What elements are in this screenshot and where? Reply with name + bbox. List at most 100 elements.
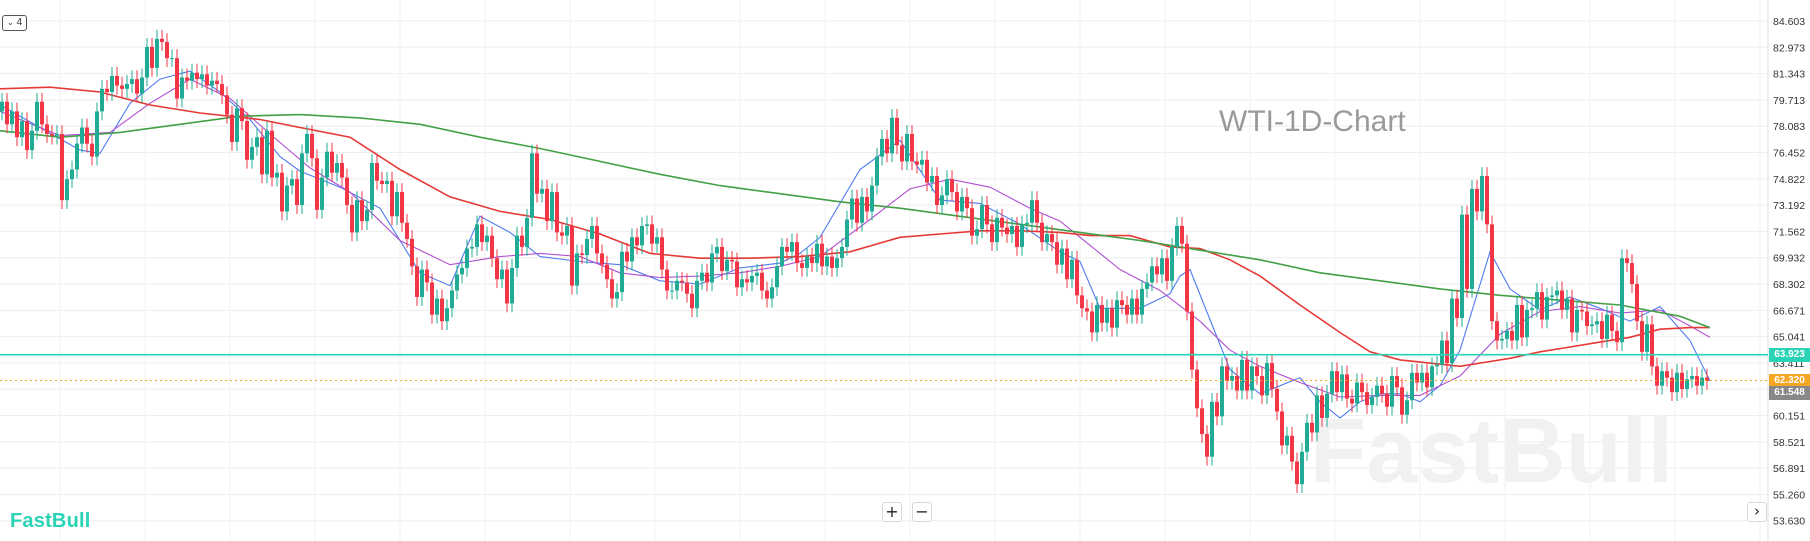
candle-body — [1590, 324, 1594, 326]
candle-body — [1470, 188, 1474, 289]
y-tick-label: 81.343 — [1773, 69, 1805, 81]
candle-body — [1130, 298, 1134, 315]
candle-body — [350, 204, 354, 233]
candle-body — [415, 266, 419, 297]
candle-body — [1375, 385, 1379, 397]
candle-body — [845, 219, 849, 247]
candle-body — [1630, 263, 1634, 285]
candle-body — [1200, 408, 1204, 435]
candle-body — [1330, 371, 1334, 394]
candle-body — [1540, 292, 1544, 320]
candle-body — [645, 224, 649, 226]
candle-body — [120, 85, 124, 89]
candle-body — [1545, 296, 1549, 320]
candle-body — [85, 127, 89, 144]
candle-body — [1245, 359, 1249, 391]
candle-body — [1465, 214, 1469, 289]
candle-body — [5, 101, 9, 125]
candle-body — [425, 269, 429, 283]
candle-body — [1255, 366, 1259, 377]
candle-body — [65, 179, 69, 201]
candle-body — [880, 138, 884, 157]
candle-body — [840, 246, 844, 259]
scroll-right-button[interactable]: › — [1747, 502, 1767, 522]
candle-body — [80, 127, 84, 144]
candle-body — [1070, 259, 1074, 280]
candle-body — [795, 242, 799, 264]
y-tick-label: 73.192 — [1773, 200, 1805, 212]
candle-body — [1320, 395, 1324, 418]
candle-body — [1185, 243, 1189, 312]
candle-body — [560, 232, 564, 236]
y-tick-label: 71.562 — [1773, 226, 1805, 238]
candle-body — [540, 188, 544, 194]
candle-body — [1075, 259, 1079, 296]
candle-body — [655, 237, 659, 244]
candle-body — [300, 153, 304, 205]
candle-body — [1270, 363, 1274, 389]
y-tick-label: 69.932 — [1773, 253, 1805, 265]
candle-body — [1155, 266, 1159, 275]
candle-body — [400, 192, 404, 223]
candle-body — [875, 156, 879, 186]
candle-body — [975, 229, 979, 236]
candle-body — [810, 256, 814, 264]
zoom-out-button[interactable]: − — [912, 502, 932, 522]
candle-body — [1460, 214, 1464, 318]
candle-body — [1535, 292, 1539, 309]
candle-body — [40, 101, 44, 125]
candle-body — [140, 77, 144, 94]
candle-body — [695, 280, 699, 309]
candle-body — [250, 146, 254, 160]
candle-body — [860, 196, 864, 223]
y-tick-label: 84.603 — [1773, 16, 1805, 28]
candle-body — [1490, 224, 1494, 322]
interval-selector[interactable]: ⌄ 4 — [2, 15, 28, 31]
candle-body — [290, 179, 294, 186]
candle-body — [1190, 311, 1194, 370]
candle-body — [790, 242, 794, 252]
candle-body — [960, 196, 964, 212]
chart-title-watermark: WTI-1D-Chart — [1219, 105, 1406, 138]
candle-body — [1480, 175, 1484, 212]
candle-body — [1035, 200, 1039, 223]
candle-body — [15, 111, 19, 138]
candle-body — [715, 246, 719, 254]
candle-body — [1165, 258, 1169, 281]
candle-body — [1140, 288, 1144, 315]
candle-body — [1565, 298, 1569, 310]
candle-body — [920, 159, 924, 165]
candle-body — [220, 83, 224, 96]
candle-body — [500, 269, 504, 280]
brand-logo: FastBull — [10, 510, 91, 532]
candle-body — [805, 256, 809, 268]
candle-body — [1060, 248, 1064, 265]
candle-body — [1220, 366, 1224, 417]
candle-body — [930, 175, 934, 183]
candle-body — [770, 287, 774, 299]
candle-body — [640, 225, 644, 246]
y-tick-label: 82.973 — [1773, 42, 1805, 54]
candle-body — [130, 79, 134, 84]
candle-body — [0, 101, 4, 112]
candle-body — [1225, 366, 1229, 381]
candle-body — [135, 79, 139, 94]
candle-body — [430, 282, 434, 315]
y-tick-label: 58.521 — [1773, 437, 1805, 449]
candle-body — [865, 196, 869, 212]
candle-body — [570, 225, 574, 286]
candle-body — [1550, 295, 1554, 297]
candle-body — [1280, 411, 1284, 446]
candle-body — [545, 188, 549, 222]
candle-body — [485, 235, 489, 243]
candle-body — [1300, 451, 1304, 485]
moving-average-lines — [0, 70, 1711, 419]
candle-body — [45, 124, 49, 134]
price-lines — [0, 353, 1768, 382]
candle-body — [565, 225, 569, 236]
candle-body — [1700, 377, 1704, 386]
zoom-in-button[interactable]: + — [882, 502, 902, 522]
candle-body — [580, 253, 584, 256]
candle-body — [1355, 382, 1359, 404]
